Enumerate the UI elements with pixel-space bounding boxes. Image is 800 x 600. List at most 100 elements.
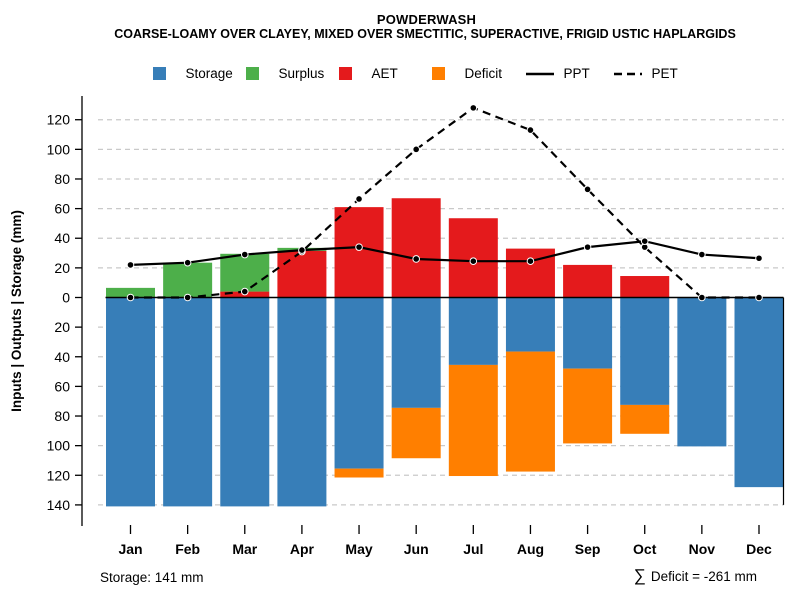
- y-tick-label-down-20: 20: [54, 319, 70, 335]
- surplus-swatch-icon: [245, 67, 259, 80]
- legend-item-storage: Storage: [152, 66, 246, 81]
- month-label-oct: Oct: [633, 541, 657, 557]
- chart-subtitle: COARSE-LOAMY OVER CLAYEY, MIXED OVER SME…: [114, 27, 736, 41]
- ppt-point-may: [355, 243, 363, 251]
- pet-line-sample-icon: [613, 72, 642, 75]
- pet-point-jul: [469, 104, 478, 112]
- pet-point-nov: [698, 293, 706, 302]
- chart-title: POWDERWASH: [376, 12, 477, 27]
- bar-storage-sep: [563, 297, 613, 369]
- legend-item-pet: PET: [613, 66, 701, 81]
- legend-label-surplus: Surplus: [278, 66, 325, 81]
- y-tick-label-down-80: 80: [54, 408, 70, 424]
- legend-item-deficit: Deficit: [431, 66, 525, 81]
- ppt-point-aug: [526, 257, 535, 266]
- pet-point-jun: [412, 145, 420, 154]
- legend-label-aet: AET: [371, 66, 398, 81]
- bar-storage-apr: [277, 297, 327, 507]
- legend-label-deficit: Deficit: [464, 66, 503, 81]
- month-label-dec: Dec: [746, 541, 772, 557]
- legend-label-pet: PET: [651, 66, 678, 81]
- bar-surplus-feb: [163, 262, 213, 298]
- ppt-line: [130, 240, 760, 267]
- ppt-point-jan: [126, 261, 135, 269]
- ppt-point-sep: [583, 243, 592, 251]
- pet-point-aug: [526, 126, 535, 134]
- deficit-swatch-icon: [431, 67, 445, 80]
- y-tick-label-up-20: 20: [54, 260, 70, 276]
- bar-aet-may: [334, 207, 384, 298]
- bar-deficit-oct: [620, 404, 670, 434]
- y-tick-label-up-0: 0: [62, 290, 70, 306]
- aet-swatch-icon: [338, 67, 352, 80]
- bar-aet-jun: [391, 198, 441, 298]
- y-tick-label-down-120: 120: [47, 467, 71, 483]
- bar-deficit-jul: [448, 364, 498, 477]
- bar-storage-mar: [220, 297, 270, 507]
- ppt-point-nov: [698, 250, 706, 259]
- bar-storage-nov: [677, 297, 727, 447]
- storage-swatch-icon: [152, 67, 166, 80]
- month-label-apr: Apr: [290, 541, 315, 557]
- month-label-aug: Aug: [517, 541, 544, 557]
- month-label-nov: Nov: [689, 541, 716, 557]
- storage-annotation: Storage: 141 mm: [100, 570, 204, 585]
- bar-aet-oct: [620, 276, 670, 298]
- bar-aet-apr: [277, 250, 327, 298]
- y-tick-label-up-40: 40: [54, 230, 70, 246]
- ppt-point-dec: [755, 254, 763, 263]
- y-tick-label-up-80: 80: [54, 171, 70, 187]
- bar-storage-jun: [391, 297, 441, 408]
- bar-storage-feb: [163, 297, 213, 507]
- bar-storage-aug: [505, 297, 555, 352]
- y-axis-title: Inputs | Outputs | Storage (mm): [9, 210, 24, 412]
- pet-point-feb: [183, 293, 192, 302]
- month-label-mar: Mar: [232, 541, 257, 557]
- bar-deficit-sep: [563, 368, 613, 444]
- legend-item-aet: AET: [338, 66, 432, 81]
- bar-storage-may: [334, 297, 384, 469]
- pet-point-mar: [240, 287, 249, 296]
- chart-legend: Storage Surplus AET Deficit PPT PET: [70, 66, 783, 81]
- month-label-jul: Jul: [463, 541, 483, 557]
- pet-point-sep: [583, 185, 592, 194]
- y-tick-label-up-60: 60: [54, 201, 70, 217]
- bar-storage-jan: [106, 297, 155, 507]
- month-label-may: May: [345, 541, 372, 557]
- deficit-annotation: ∑ Deficit = -261 mm: [634, 566, 757, 586]
- y-tick-label-down-100: 100: [47, 438, 71, 454]
- bar-deficit-aug: [505, 351, 555, 472]
- sigma-symbol: ∑: [633, 566, 646, 585]
- bar-surplus-jan: [106, 287, 155, 298]
- y-tick-label-up-120: 120: [47, 112, 71, 128]
- bar-deficit-jun: [391, 407, 441, 459]
- month-label-feb: Feb: [175, 541, 200, 557]
- legend-item-ppt: PPT: [525, 66, 613, 81]
- deficit-annotation-text: Deficit = -261 mm: [650, 569, 757, 584]
- ppt-point-mar: [240, 250, 249, 259]
- legend-item-surplus: Surplus: [245, 66, 339, 81]
- y-tick-label-down-140: 140: [47, 497, 71, 513]
- ppt-point-apr: [298, 246, 306, 254]
- ppt-point-oct: [640, 237, 649, 246]
- month-label-sep: Sep: [575, 541, 601, 557]
- bar-aet-sep: [563, 264, 613, 298]
- y-tick-label-down-60: 60: [54, 378, 70, 394]
- ppt-point-jun: [412, 255, 420, 263]
- pet-point-dec: [755, 293, 763, 302]
- legend-label-storage: Storage: [185, 66, 233, 81]
- bar-storage-oct: [620, 297, 670, 405]
- ppt-point-feb: [183, 258, 192, 267]
- month-label-jun: Jun: [404, 541, 429, 557]
- bar-storage-dec: [734, 297, 784, 488]
- y-tick-label-down-40: 40: [54, 349, 70, 365]
- pet-point-jan: [126, 293, 135, 302]
- legend-label-ppt: PPT: [563, 66, 590, 81]
- pet-point-may: [355, 195, 363, 203]
- ppt-point-jul: [469, 257, 478, 266]
- bar-storage-jul: [448, 297, 498, 365]
- bar-surplus-mar: [220, 253, 270, 292]
- bar-deficit-may: [334, 468, 384, 478]
